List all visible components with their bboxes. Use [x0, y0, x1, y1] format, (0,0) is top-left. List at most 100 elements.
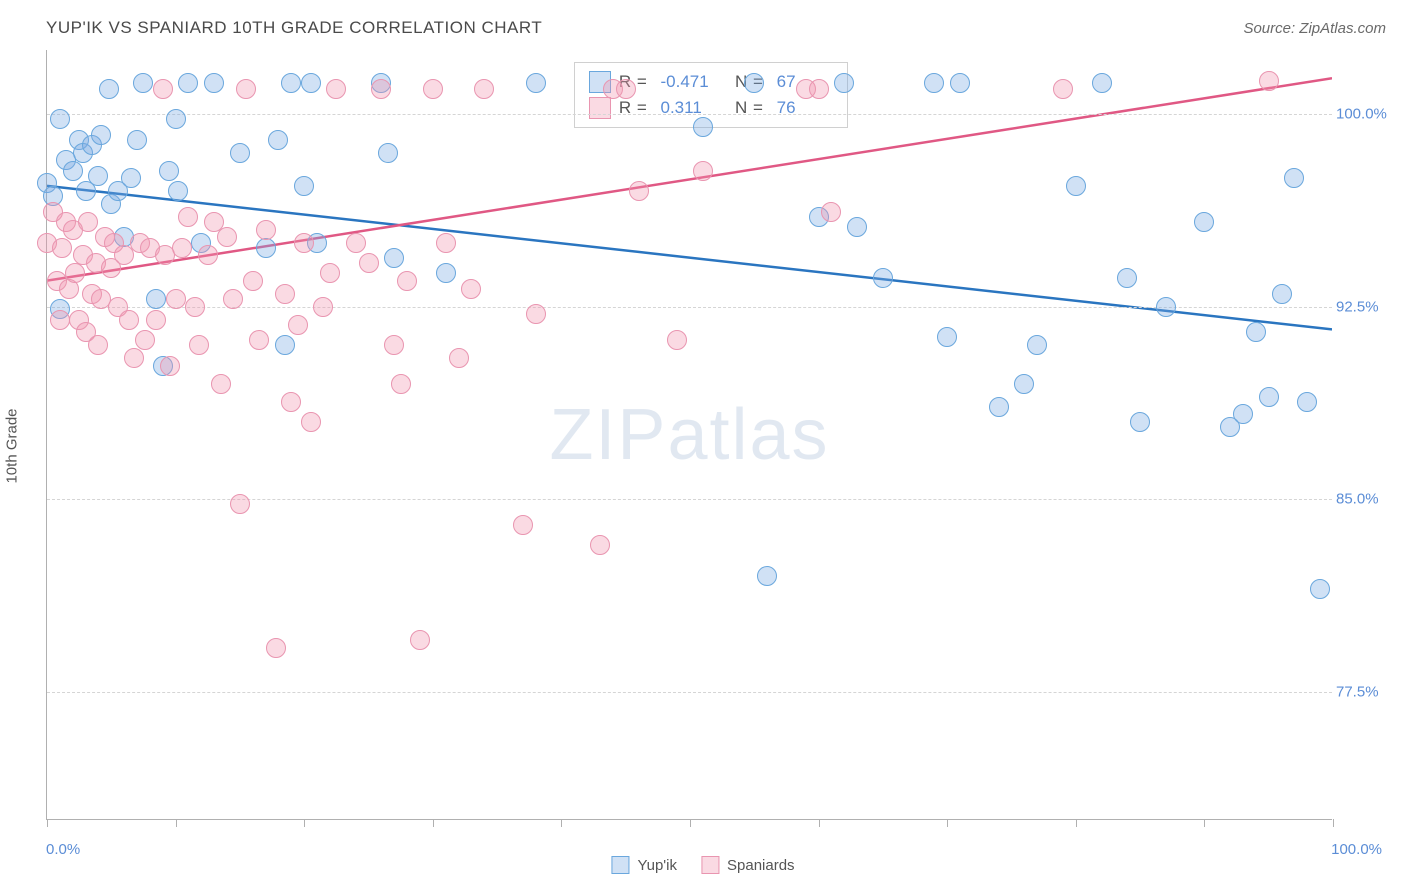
data-point [1233, 404, 1253, 424]
x-tick [1204, 819, 1205, 827]
data-point [166, 109, 186, 129]
data-point [168, 181, 188, 201]
data-point [513, 515, 533, 535]
y-axis-label: 10th Grade [4, 408, 21, 483]
data-point [230, 494, 250, 514]
data-point [359, 253, 379, 273]
x-axis-max-label: 100.0% [1331, 841, 1382, 858]
data-point [52, 238, 72, 258]
data-point [847, 217, 867, 237]
data-point [410, 630, 430, 650]
legend-swatch [589, 97, 611, 119]
data-point [153, 79, 173, 99]
legend-r-label: R = [619, 95, 653, 121]
gridline [47, 692, 1332, 693]
legend-swatch [701, 856, 719, 874]
series-legend-item: Yup'ik [611, 856, 677, 874]
data-point [294, 176, 314, 196]
data-point [937, 327, 957, 347]
data-point [78, 212, 98, 232]
chart-container: YUP'IK VS SPANIARD 10TH GRADE CORRELATIO… [0, 0, 1406, 892]
data-point [281, 392, 301, 412]
data-point [119, 310, 139, 330]
data-point [63, 161, 83, 181]
data-point [178, 207, 198, 227]
data-point [256, 238, 276, 258]
series-legend: Yup'ikSpaniards [611, 856, 794, 874]
data-point [326, 79, 346, 99]
y-tick-label: 100.0% [1336, 106, 1396, 123]
y-tick-label: 77.5% [1336, 683, 1396, 700]
data-point [288, 315, 308, 335]
x-tick [819, 819, 820, 827]
data-point [121, 168, 141, 188]
data-point [160, 356, 180, 376]
data-point [127, 130, 147, 150]
gridline [47, 114, 1332, 115]
data-point [301, 73, 321, 93]
x-tick [176, 819, 177, 827]
data-point [873, 268, 893, 288]
legend-r-value: 0.311 [661, 95, 717, 121]
data-point [384, 335, 404, 355]
x-tick [1333, 819, 1334, 827]
data-point [1194, 212, 1214, 232]
data-point [1117, 268, 1137, 288]
data-point [809, 79, 829, 99]
data-point [1092, 73, 1112, 93]
data-point [281, 73, 301, 93]
data-point [757, 566, 777, 586]
y-tick-label: 85.0% [1336, 491, 1396, 508]
data-point [1066, 176, 1086, 196]
chart-title: YUP'IK VS SPANIARD 10TH GRADE CORRELATIO… [46, 18, 542, 38]
data-point [88, 166, 108, 186]
data-point [88, 335, 108, 355]
data-point [1297, 392, 1317, 412]
source-label: Source: ZipAtlas.com [1243, 20, 1386, 37]
data-point [391, 374, 411, 394]
data-point [172, 238, 192, 258]
data-point [474, 79, 494, 99]
trend-lines [47, 50, 1332, 819]
x-tick [690, 819, 691, 827]
data-point [950, 73, 970, 93]
data-point [99, 79, 119, 99]
data-point [378, 143, 398, 163]
data-point [436, 263, 456, 283]
data-point [346, 233, 366, 253]
data-point [629, 181, 649, 201]
x-tick [561, 819, 562, 827]
data-point [50, 109, 70, 129]
gridline [47, 307, 1332, 308]
data-point [198, 245, 218, 265]
data-point [243, 271, 263, 291]
data-point [159, 161, 179, 181]
data-point [1130, 412, 1150, 432]
data-point [1259, 71, 1279, 91]
x-axis-min-label: 0.0% [46, 841, 80, 858]
data-point [1014, 374, 1034, 394]
data-point [371, 79, 391, 99]
data-point [294, 233, 314, 253]
data-point [211, 374, 231, 394]
data-point [185, 297, 205, 317]
legend-swatch [611, 856, 629, 874]
data-point [166, 289, 186, 309]
watermark-bold: ZIP [549, 395, 667, 475]
data-point [384, 248, 404, 268]
data-point [436, 233, 456, 253]
data-point [1310, 579, 1330, 599]
trend-line [47, 186, 1332, 330]
data-point [1156, 297, 1176, 317]
data-point [91, 125, 111, 145]
data-point [1053, 79, 1073, 99]
data-point [1272, 284, 1292, 304]
data-point [590, 535, 610, 555]
data-point [236, 79, 256, 99]
x-tick [433, 819, 434, 827]
data-point [1284, 168, 1304, 188]
data-point [526, 304, 546, 324]
watermark: ZIPatlas [549, 394, 829, 476]
data-point [146, 289, 166, 309]
plot-area: ZIPatlas R = -0.471 N = 67R = 0.311 N = … [46, 50, 1332, 820]
